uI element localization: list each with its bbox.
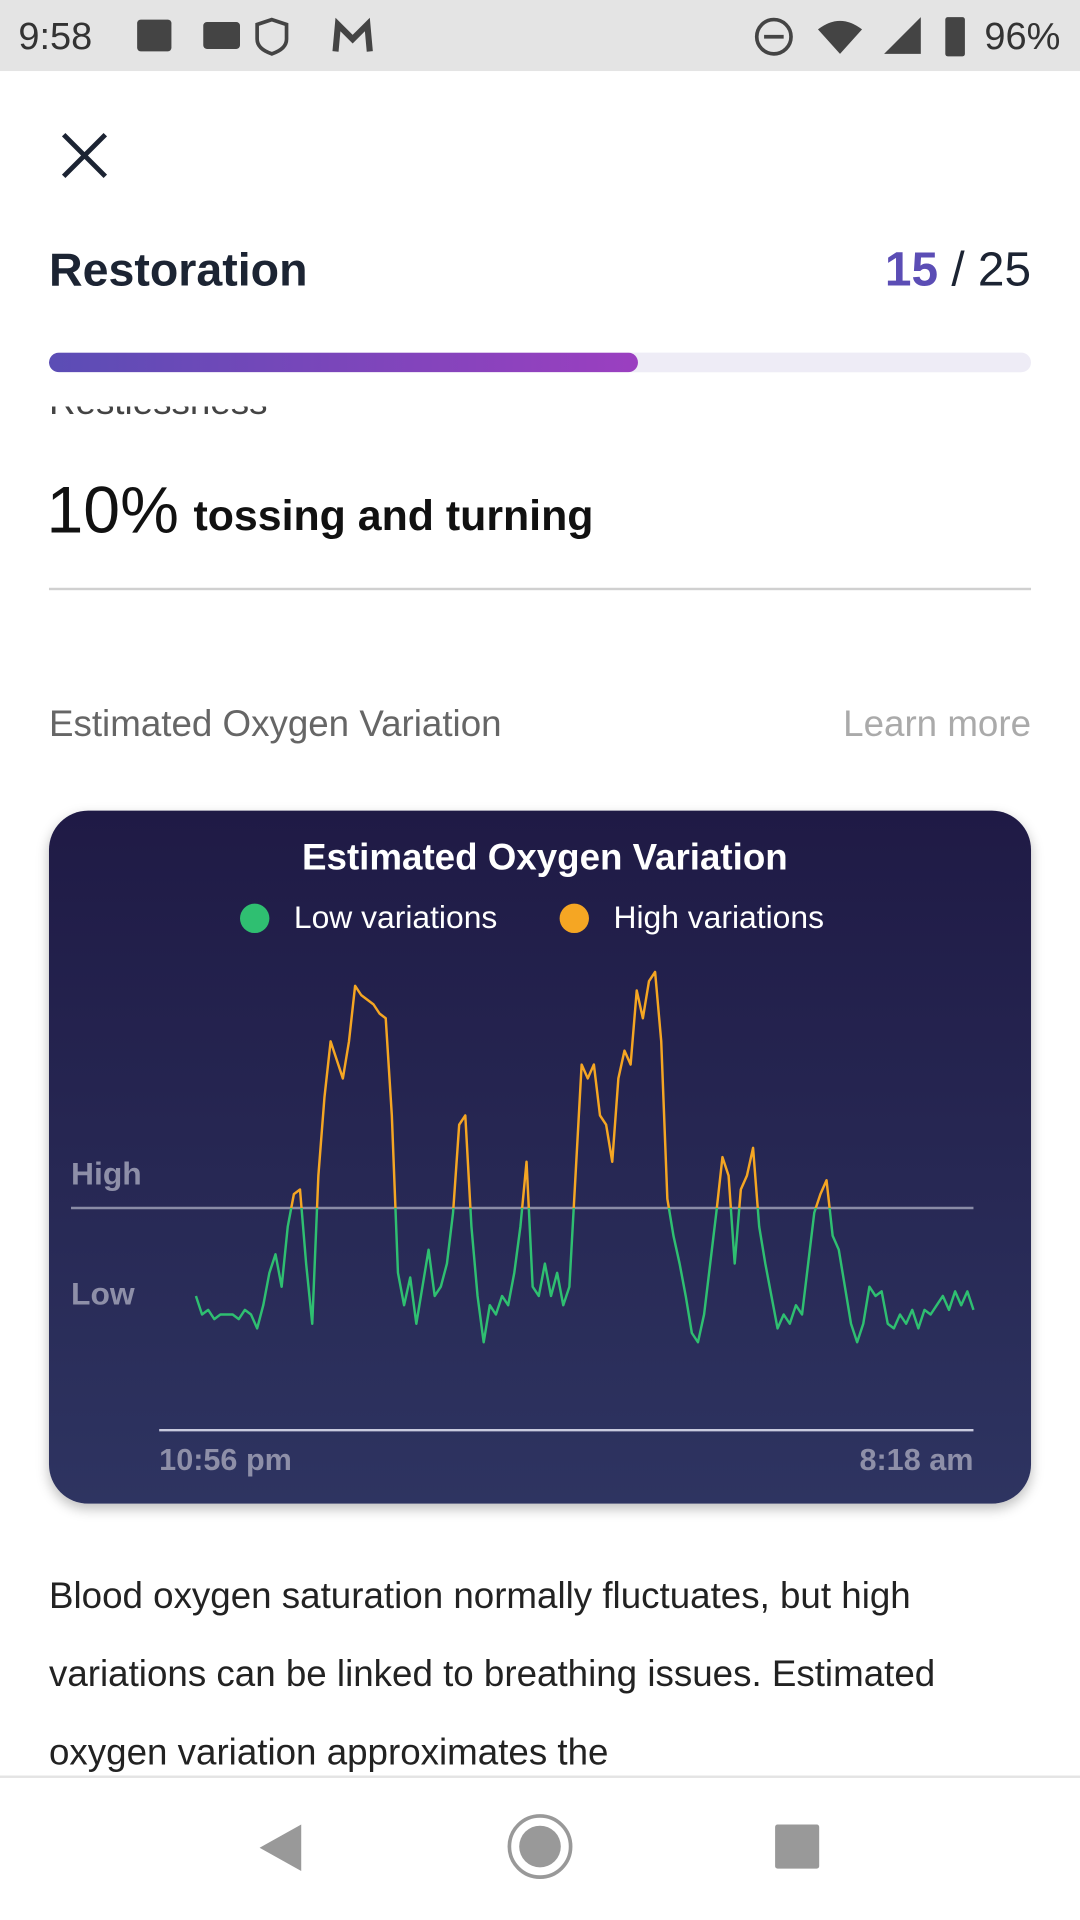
restlessness-description: tossing and turning xyxy=(193,492,594,541)
nav-home[interactable] xyxy=(507,1814,573,1879)
variation-line xyxy=(290,970,831,1209)
nav-back[interactable] xyxy=(259,1824,302,1872)
icon-signal xyxy=(884,17,921,54)
legend-label: High variations xyxy=(613,899,824,935)
icon-shield xyxy=(255,17,289,56)
nav-recent[interactable] xyxy=(775,1824,820,1869)
close-icon xyxy=(61,132,108,179)
variation-line xyxy=(194,1208,975,1344)
chart-title: Estimated Oxygen Variation xyxy=(302,836,788,877)
nav-buttons xyxy=(259,1814,820,1879)
progress-track xyxy=(48,352,1032,373)
icon-battery xyxy=(945,17,965,57)
score-separator: / xyxy=(951,243,965,297)
status-bar xyxy=(0,0,1080,72)
score: 15 / 25 xyxy=(885,244,1031,298)
y-tick-label: Low xyxy=(71,1275,135,1311)
section-title: Estimated Oxygen Variation xyxy=(48,704,502,745)
icon-dnd xyxy=(754,17,793,56)
status-battery: 96% xyxy=(984,14,1061,58)
close-button[interactable] xyxy=(59,130,110,181)
status-icons xyxy=(137,17,373,56)
legend-marker xyxy=(240,903,270,934)
legend-label: Low variations xyxy=(294,899,497,935)
score-max: 25 xyxy=(977,243,1032,297)
nav-home-inner xyxy=(519,1825,561,1868)
threshold-label: High xyxy=(71,1156,142,1192)
icon-m xyxy=(332,17,373,52)
chart: Estimated Oxygen Variation Low variation… xyxy=(71,836,975,1477)
status-time: 9:58 xyxy=(18,14,93,58)
icon-wifi xyxy=(817,20,863,54)
restlessness-label-clip: Restlessness xyxy=(49,407,539,427)
chart-card xyxy=(48,810,1032,1504)
learn-more-link[interactable]: Learn more xyxy=(843,704,1032,745)
score-value: 15 xyxy=(884,243,939,297)
divider xyxy=(48,587,1032,591)
x-tick-label: 10:56 pm xyxy=(159,1443,292,1477)
header-title: Restoration xyxy=(48,244,308,297)
status-icons-right xyxy=(754,17,965,57)
icon-image xyxy=(137,19,172,52)
x-tick-label: 8:18 am xyxy=(859,1443,973,1477)
legend-marker xyxy=(559,903,589,934)
restlessness-label: Restlessness xyxy=(49,407,267,424)
body-text: Blood oxygen saturation normally fluctua… xyxy=(48,1575,936,1774)
progress-fill xyxy=(48,352,639,373)
icon-mail xyxy=(203,22,241,49)
restlessness-percent: 10% xyxy=(46,473,179,548)
